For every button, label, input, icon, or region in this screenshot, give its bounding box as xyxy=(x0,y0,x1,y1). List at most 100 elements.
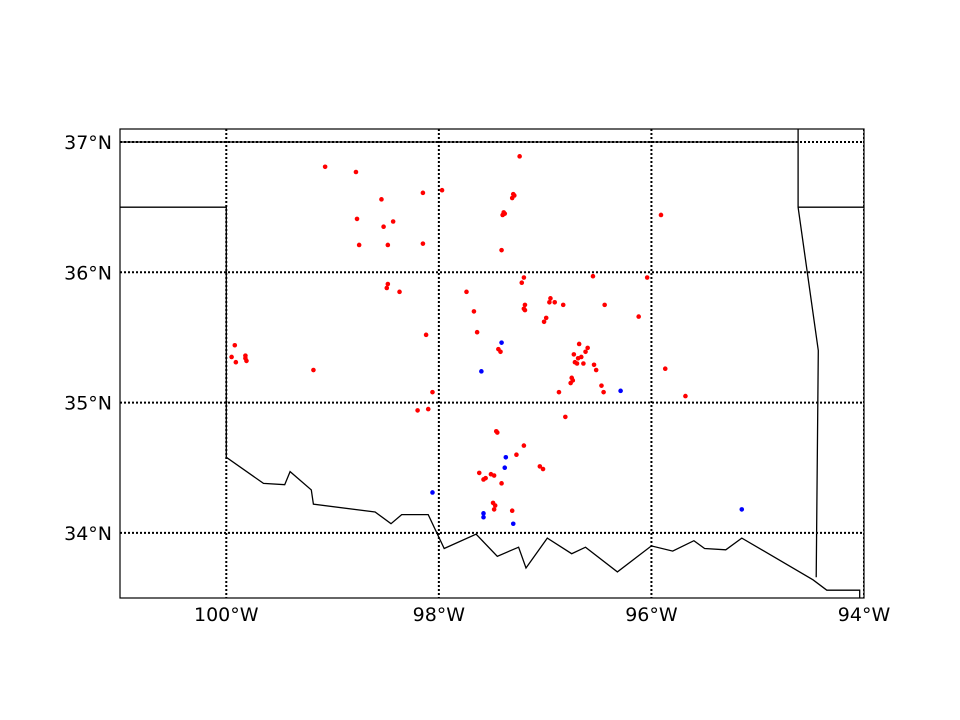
station-point-red xyxy=(509,508,515,514)
station-point-red xyxy=(425,406,431,412)
station-point-blue xyxy=(430,490,435,495)
station-point-blue xyxy=(481,511,486,516)
station-point-red xyxy=(552,299,558,305)
lon-tick-label: 94°W xyxy=(838,604,891,626)
station-point-red xyxy=(571,352,577,357)
station-point-red xyxy=(548,296,553,301)
station-point-red xyxy=(498,349,503,355)
plot-frame xyxy=(119,128,865,599)
station-point-red xyxy=(514,452,519,457)
station-point-blue xyxy=(618,388,623,394)
station-point-blue xyxy=(739,507,745,512)
station-points xyxy=(229,154,745,527)
station-point-red xyxy=(522,302,528,308)
station-point-red xyxy=(590,273,596,279)
station-point-red xyxy=(390,219,396,224)
station-point-red xyxy=(537,464,543,469)
station-point-red xyxy=(233,359,239,365)
station-point-red xyxy=(381,224,386,230)
station-point-red xyxy=(243,355,248,361)
station-point-red xyxy=(585,345,590,351)
station-point-red xyxy=(576,341,582,347)
lon-tick-label: 96°W xyxy=(625,604,678,626)
station-point-red xyxy=(574,361,580,366)
station-point-red xyxy=(229,354,234,360)
station-point-red xyxy=(356,242,362,248)
station-point-red xyxy=(540,466,546,472)
station-point-red xyxy=(541,319,547,325)
station-point-red xyxy=(385,242,391,248)
station-point-red xyxy=(636,314,641,319)
station-point-red xyxy=(543,315,549,321)
lon-tick-label: 100°W xyxy=(194,604,259,626)
gridlines xyxy=(120,129,864,598)
station-point-red xyxy=(502,211,508,216)
station-point-red xyxy=(420,241,426,246)
station-point-red xyxy=(439,187,445,193)
station-point-blue xyxy=(499,340,504,345)
station-point-red xyxy=(662,366,668,372)
boundary-line xyxy=(120,206,861,598)
station-point-red xyxy=(521,443,527,448)
lon-tick-labels: 100°W 98°W 96°W 94°W xyxy=(194,604,890,626)
station-point-red xyxy=(354,216,360,222)
station-point-red xyxy=(583,349,588,355)
station-point-red xyxy=(581,361,586,366)
station-point-red xyxy=(499,481,504,486)
station-point-red xyxy=(602,302,607,308)
station-point-red xyxy=(420,190,426,196)
station-point-red xyxy=(512,193,517,198)
station-point-red xyxy=(560,302,566,308)
station-point-red xyxy=(379,197,384,202)
station-point-red xyxy=(599,383,604,388)
station-point-red xyxy=(481,477,486,482)
station-point-blue xyxy=(502,465,508,471)
lat-tick-label: 35°N xyxy=(64,393,112,415)
station-point-blue xyxy=(510,521,516,527)
station-point-red xyxy=(232,342,238,348)
station-point-red xyxy=(430,389,435,395)
station-point-red xyxy=(384,285,390,291)
station-point-red xyxy=(415,408,420,413)
station-point-red xyxy=(491,473,497,478)
station-point-red xyxy=(476,470,482,476)
station-point-blue xyxy=(503,455,509,460)
station-point-red xyxy=(471,309,477,314)
station-point-red xyxy=(353,169,359,175)
station-point-red xyxy=(492,503,498,508)
station-point-red xyxy=(568,380,573,386)
station-point-red xyxy=(474,329,480,335)
station-point-red xyxy=(385,281,391,287)
station-point-red xyxy=(563,414,568,420)
station-point-red xyxy=(683,393,688,399)
station-point-red xyxy=(521,306,527,312)
station-point-red xyxy=(593,367,599,373)
station-point-red xyxy=(423,332,429,338)
station-point-red xyxy=(547,299,552,305)
station-point-red xyxy=(491,507,497,512)
station-point-red xyxy=(397,289,402,295)
station-point-red xyxy=(499,247,504,253)
station-point-red xyxy=(556,389,562,395)
state-boundaries xyxy=(120,129,864,598)
lat-tick-label: 37°N xyxy=(64,132,112,154)
station-point-blue xyxy=(479,369,484,374)
lat-tick-labels: 37°N 36°N 35°N 34°N xyxy=(64,132,112,545)
lat-tick-label: 36°N xyxy=(64,262,112,284)
lat-tick-label: 34°N xyxy=(64,523,112,545)
station-point-red xyxy=(575,355,581,361)
station-point-red xyxy=(311,367,316,373)
station-point-red xyxy=(517,154,522,159)
station-point-red xyxy=(644,275,650,280)
station-point-blue xyxy=(481,514,486,520)
station-point-red xyxy=(495,430,500,435)
station-point-red xyxy=(464,289,469,295)
station-point-red xyxy=(521,275,527,280)
station-point-red xyxy=(591,362,597,368)
station-point-red xyxy=(601,389,606,395)
station-point-red xyxy=(658,212,664,218)
station-point-red xyxy=(322,164,328,170)
boundary-line xyxy=(797,129,819,578)
lon-tick-label: 98°W xyxy=(413,604,466,626)
